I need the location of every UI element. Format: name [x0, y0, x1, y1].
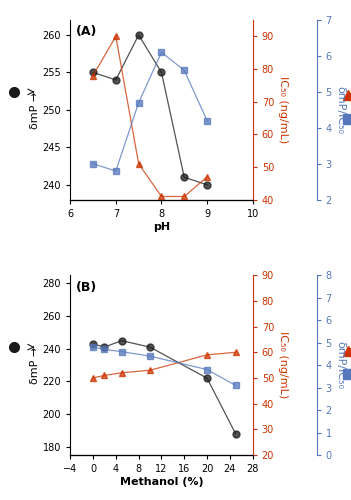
Y-axis label: δmP/IC₅₀: δmP/IC₅₀	[336, 86, 346, 134]
Y-axis label: δmP/IC₅₀: δmP/IC₅₀	[336, 341, 346, 389]
X-axis label: Methanol (%): Methanol (%)	[120, 477, 203, 487]
Y-axis label: δmP →: δmP →	[29, 92, 40, 128]
Y-axis label: δmP →: δmP →	[30, 346, 40, 384]
Text: (A): (A)	[76, 26, 97, 38]
Text: (B): (B)	[76, 280, 97, 293]
Y-axis label: IC₅₀ (ng/mL): IC₅₀ (ng/mL)	[278, 332, 288, 398]
X-axis label: pH: pH	[153, 222, 170, 232]
Y-axis label: IC₅₀ (ng/mL): IC₅₀ (ng/mL)	[278, 76, 288, 144]
